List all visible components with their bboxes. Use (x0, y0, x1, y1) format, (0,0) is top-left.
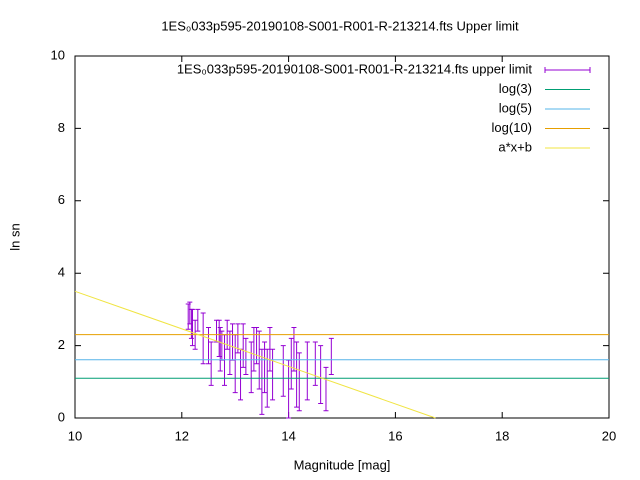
error-bar (195, 308, 201, 332)
series-line (74, 290, 436, 419)
error-bar (243, 337, 249, 376)
y-tick-label: 0 (58, 409, 65, 424)
error-bar (288, 337, 294, 390)
x-tick-label: 12 (175, 428, 189, 443)
error-bar (296, 352, 302, 412)
legend-label: a*x+b (498, 139, 532, 154)
x-tick-label: 16 (388, 428, 402, 443)
legend-label: log(3) (499, 81, 532, 96)
error-bar (227, 330, 233, 376)
error-bar (304, 341, 310, 401)
error-bar (230, 323, 236, 361)
error-bar (232, 334, 238, 394)
x-tick-label: 10 (68, 428, 82, 443)
y-tick-label: 2 (58, 337, 65, 352)
error-bar (318, 345, 324, 405)
error-bar (214, 319, 220, 343)
chart-title: 1ES₀033p595-20190108-S001-R001-R-213214.… (161, 18, 519, 33)
legend-label: 1ES₀033p595-20190108-S001-R001-R-213214.… (177, 61, 533, 76)
error-bar (270, 348, 276, 401)
error-bar (323, 366, 329, 412)
error-bar (240, 323, 246, 368)
error-bar (291, 327, 297, 372)
error-bar (189, 308, 195, 347)
error-bar (294, 341, 300, 408)
error-bar (280, 345, 286, 397)
x-tick-label: 20 (602, 428, 616, 443)
x-tick-label: 14 (281, 428, 295, 443)
error-bar (248, 341, 254, 394)
legend-label: log(5) (499, 100, 532, 115)
y-axis-label: ln sn (7, 223, 22, 250)
error-bar (200, 312, 206, 365)
error-bar (312, 341, 318, 386)
x-axis-label: Magnitude [mag] (294, 457, 391, 472)
y-tick-label: 10 (51, 47, 65, 62)
legend-swatch (544, 67, 591, 73)
error-bar (206, 327, 211, 365)
error-bar (259, 348, 265, 415)
legend-label: log(10) (492, 120, 532, 135)
error-bar (262, 341, 268, 394)
x-tick-label: 18 (495, 428, 509, 443)
y-tick-label: 4 (58, 265, 65, 280)
y-tick-label: 6 (58, 192, 65, 207)
error-bar (235, 323, 241, 354)
error-bar (254, 327, 260, 365)
error-bar (238, 348, 244, 401)
error-bar (216, 319, 222, 357)
y-tick-label: 8 (58, 120, 65, 135)
error-bar (251, 327, 257, 372)
plot-border (74, 55, 610, 419)
error-bar (328, 337, 334, 376)
